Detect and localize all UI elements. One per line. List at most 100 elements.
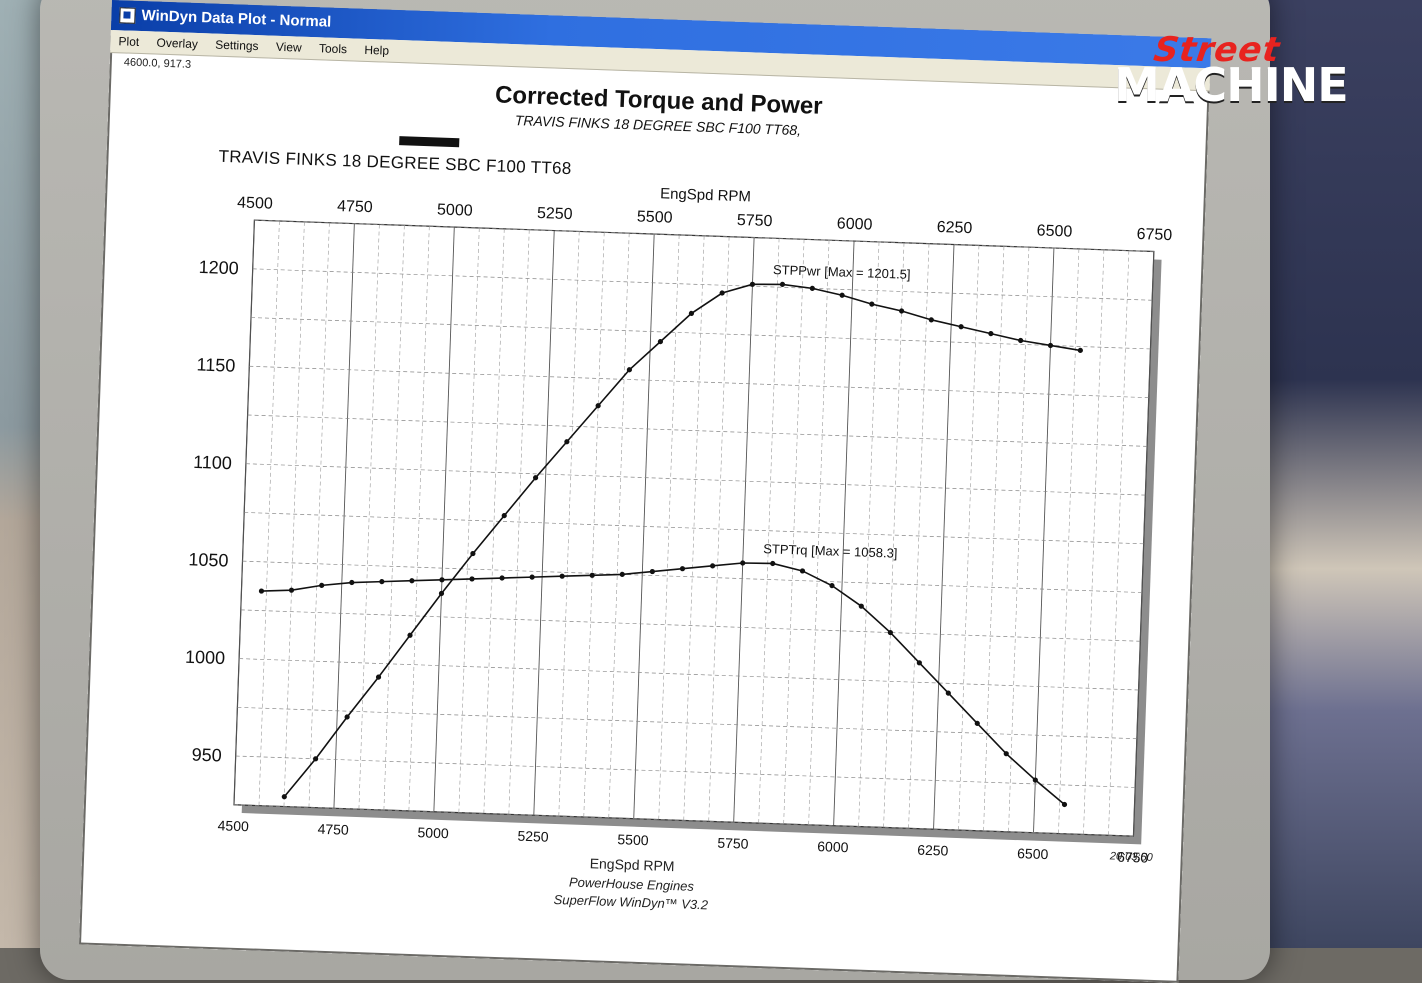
data-point-stptrq [409, 578, 415, 584]
x-tick-label-bottom: 5250 [517, 828, 549, 845]
data-point-stppwr [1018, 337, 1024, 344]
data-point-stptrq [740, 560, 746, 566]
data-point-stptrq [499, 575, 505, 581]
x-tick-label-top: 6500 [1036, 222, 1072, 240]
y-tick-label: 1200 [198, 257, 239, 278]
data-point-stppwr [928, 317, 934, 323]
data-point-stptrq [288, 587, 295, 593]
dyno-chart[interactable]: 4500 4750 5000 5250 5500 5750 6000 6250 6500 6750… [79, 0, 1211, 983]
x-tick-label-bottom: 6500 [1017, 845, 1049, 862]
x-tick-label-top: 4750 [337, 198, 373, 216]
data-point-stptrq [887, 629, 893, 636]
data-point-stptrq [258, 588, 265, 594]
grid-line-horizontal [235, 755, 1136, 788]
grid-line-horizontal [233, 804, 1134, 837]
data-point-stppwr [470, 550, 476, 557]
data-point-stptrq [799, 568, 806, 574]
x-tick-label-top: 5250 [537, 205, 573, 223]
x-tick-label-bottom: 6250 [917, 842, 949, 859]
data-point-stppwr [1047, 342, 1054, 349]
grid-line-vertical [833, 241, 855, 826]
data-point-stptrq [1061, 801, 1068, 808]
data-point-stppwr [899, 308, 905, 314]
x-tick-label-top: 4500 [237, 194, 273, 212]
data-point-stptrq [529, 574, 535, 580]
data-point-stptrq [559, 573, 565, 579]
x-tick-label-top: 6000 [837, 215, 873, 233]
data-point-stptrq [319, 582, 325, 588]
grid-line-horizontal [254, 219, 1154, 252]
data-point-stppwr [1077, 347, 1083, 354]
data-point-stppwr [595, 403, 601, 409]
data-point-stppwr [657, 338, 664, 345]
grid-line-horizontal [245, 463, 1146, 496]
street-machine-logo: Street MACHINE [1114, 30, 1394, 112]
x-tick-label-bottom: 5000 [417, 824, 449, 841]
grid-line-horizontal [247, 414, 1148, 447]
data-point-stptrq [770, 560, 776, 567]
grid-line-horizontal [250, 317, 1151, 350]
y-tick-label: 1150 [196, 354, 235, 375]
data-point-stppwr [749, 281, 756, 287]
data-point-stptrq [858, 603, 864, 609]
series-label-stppwr: STPPwr [Max = 1201.5] [773, 262, 911, 282]
series-label-stptrq: STPTrq [Max = 1058.3] [763, 541, 898, 561]
data-point-stppwr [407, 632, 413, 638]
data-point-stptrq [974, 720, 980, 726]
data-point-stptrq [679, 566, 686, 572]
data-point-stppwr [839, 292, 845, 298]
data-point-stppwr [564, 439, 570, 445]
data-point-stptrq [916, 660, 922, 666]
data-point-stptrq [710, 563, 716, 569]
data-point-stppwr [532, 475, 539, 481]
data-point-stppwr [809, 285, 815, 291]
grid-line-horizontal [244, 512, 1144, 545]
data-point-stppwr [869, 301, 875, 307]
x-tick-label-bottom: 6000 [817, 838, 849, 855]
data-point-stppwr [375, 674, 382, 680]
data-point-stppwr [626, 367, 633, 373]
y-tick-label: 1100 [193, 452, 232, 473]
y-tick-label: 1000 [185, 647, 226, 668]
data-point-stppwr [719, 290, 725, 296]
grid-line-horizontal [242, 560, 1142, 593]
x-tick-label-top: 5500 [637, 208, 673, 226]
data-point-stptrq [829, 583, 835, 589]
data-point-stppwr [688, 310, 695, 317]
x-tick-label-bottom: 4750 [317, 821, 349, 838]
grid-line-horizontal [249, 365, 1149, 399]
data-point-stptrq [945, 690, 951, 696]
data-point-stppwr [988, 331, 994, 337]
data-point-stppwr [438, 590, 445, 597]
x-tick-label-bottom: 5500 [617, 831, 649, 848]
x-tick-label-top: 5750 [737, 212, 773, 230]
logo-machine-text: MACHINE [1114, 58, 1349, 112]
y-tick-label: 950 [191, 744, 222, 765]
x-tick-label-top: 5000 [437, 201, 473, 219]
data-point-stppwr [313, 756, 319, 762]
grid-line-horizontal [252, 268, 1153, 301]
data-point-stppwr [501, 513, 507, 519]
data-point-stptrq [589, 572, 595, 578]
x-tick-label-bottom: 6750 [1117, 849, 1149, 866]
data-point-stptrq [1032, 777, 1038, 783]
data-point-stptrq [649, 568, 655, 575]
grid-line-horizontal [240, 609, 1141, 642]
x-tick-label-top: 6750 [1136, 226, 1172, 244]
x-tick-label-top: 6250 [936, 219, 972, 237]
data-point-stptrq [1003, 751, 1009, 757]
timestamp: 20:03:50 [1109, 850, 1153, 864]
x-tick-label-bottom: 5750 [717, 835, 749, 852]
data-point-stptrq [349, 579, 355, 586]
y-tick-label: 1050 [188, 549, 229, 570]
app-window: WinDyn Data Plot - Normal Plot Overlay S… [79, 0, 1212, 983]
data-point-stppwr [958, 324, 964, 330]
data-point-stppwr [344, 714, 350, 720]
data-point-stptrq [439, 577, 445, 583]
data-point-stptrq [469, 576, 475, 582]
series-line-stptrq [261, 562, 1066, 806]
data-point-stppwr [281, 794, 287, 800]
data-point-stppwr [779, 281, 786, 287]
data-point-stptrq [379, 579, 385, 585]
x-tick-label-bottom: 4500 [217, 817, 249, 834]
